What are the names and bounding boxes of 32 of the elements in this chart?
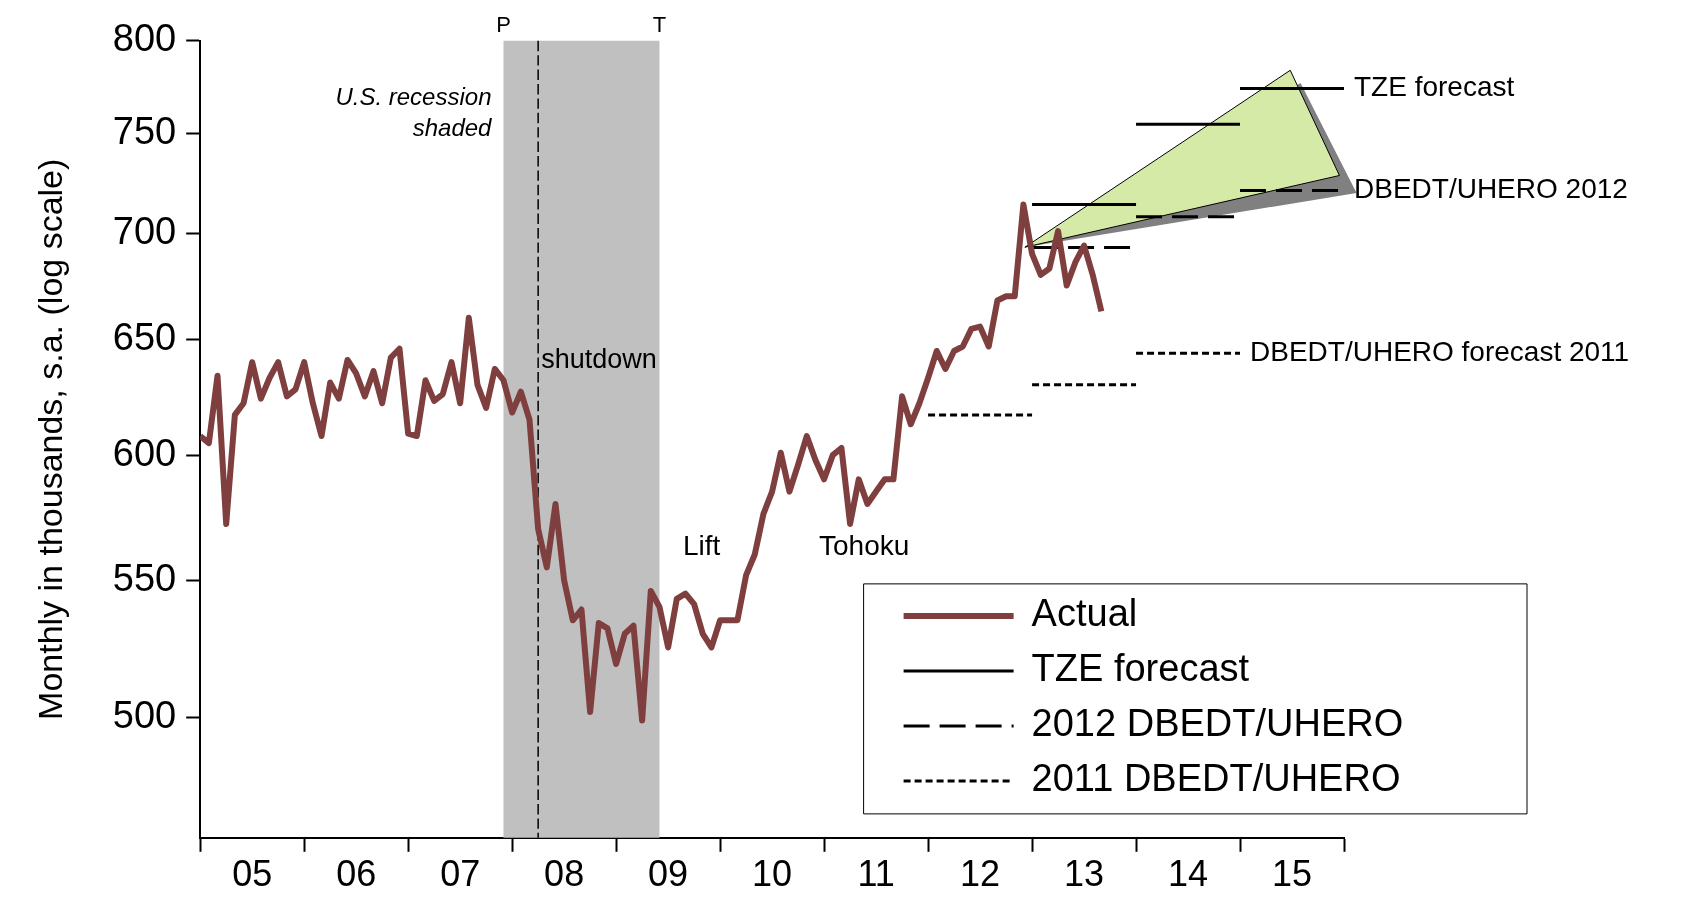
annotation: P	[496, 11, 511, 37]
x-tick-label: 07	[440, 853, 481, 895]
ref-line-label: shutdown	[541, 343, 657, 374]
x-tick-label: 13	[1064, 853, 1105, 895]
annotation: DBEDT/UHERO 2012	[1354, 173, 1628, 205]
annotation: Tohoku	[819, 529, 910, 561]
x-tick-label: 10	[752, 853, 793, 895]
annotation: U.S. recession shaded	[335, 82, 493, 141]
annotation: Lift	[682, 529, 721, 561]
y-tick-label: 750	[112, 110, 177, 153]
y-axis-title: Monthly in thousands, s.a. (log scale)	[30, 158, 69, 720]
y-tick-label: 700	[112, 209, 177, 252]
legend-label: 2011 DBEDT/UHERO	[1031, 757, 1401, 800]
x-tick-label: 09	[648, 853, 689, 895]
x-tick-label: 05	[232, 853, 273, 895]
annotation: T	[652, 11, 667, 37]
legend-label: Actual	[1031, 592, 1138, 635]
y-tick-label: 600	[112, 431, 177, 474]
y-tick-label: 550	[112, 556, 177, 599]
x-tick-label: 06	[336, 853, 377, 895]
x-tick-label: 11	[857, 853, 895, 895]
legend-label: TZE forecast	[1031, 647, 1250, 690]
y-tick-label: 650	[112, 316, 177, 359]
x-tick-label: 12	[960, 853, 1001, 895]
annotation: DBEDT/UHERO forecast 2011	[1250, 335, 1630, 367]
x-tick-label: 08	[544, 853, 585, 895]
y-tick-label: 800	[112, 17, 177, 60]
legend-label: 2012 DBEDT/UHERO	[1031, 702, 1404, 745]
x-tick-label: 14	[1168, 853, 1209, 895]
y-tick-label: 500	[112, 694, 177, 737]
x-tick-label: 15	[1271, 853, 1313, 895]
annotation: TZE forecast	[1354, 71, 1515, 103]
